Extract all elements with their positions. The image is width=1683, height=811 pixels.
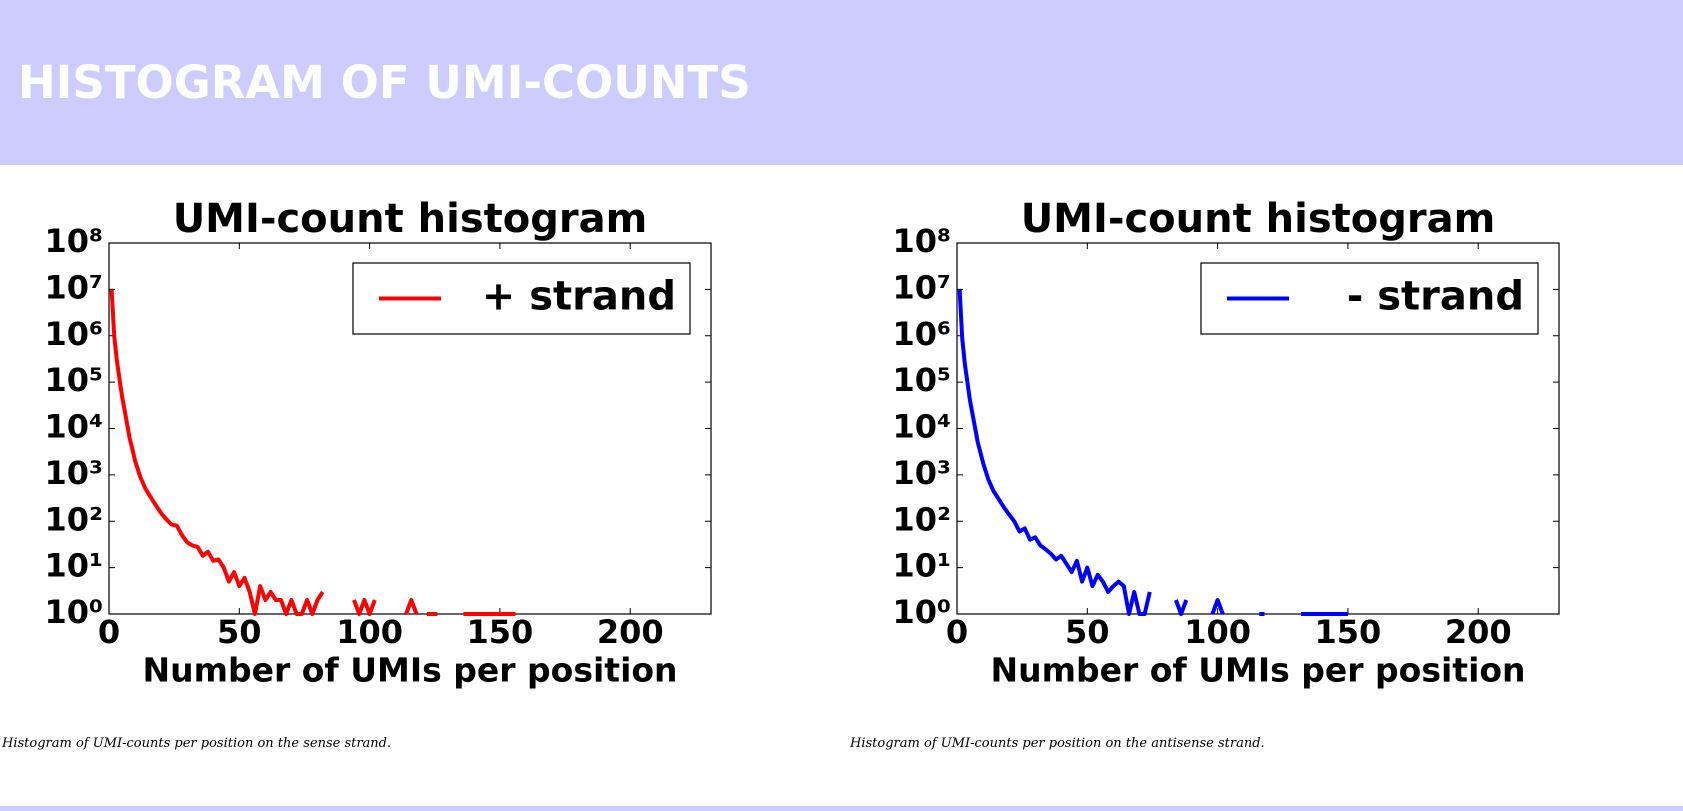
y-tick-label: 10⁵ xyxy=(44,361,103,399)
x-axis-label: Number of UMIs per position xyxy=(990,651,1525,690)
x-tick-label: 200 xyxy=(1445,613,1512,651)
x-tick-label: 0 xyxy=(98,613,120,651)
charts: UMI-count histogram Number of UMIs per po… xyxy=(44,196,1560,690)
y-tick-label: 10⁰ xyxy=(892,593,951,631)
x-tick-label: 0 xyxy=(946,613,968,651)
y-tick-label: 10⁶ xyxy=(44,315,103,353)
x-tick-label: 200 xyxy=(597,613,664,651)
legend-label: + strand xyxy=(482,274,676,320)
plot-frame xyxy=(956,242,1560,615)
y-tick-label: 10³ xyxy=(892,454,951,492)
x-tick-label: 100 xyxy=(336,613,403,651)
chart-title: UMI-count histogram xyxy=(173,196,648,242)
footer-strip xyxy=(0,806,1683,811)
y-tick-label: 10⁸ xyxy=(892,222,951,260)
y-tick-label: 10⁷ xyxy=(892,268,951,306)
chart-title: UMI-count histogram xyxy=(1021,196,1496,242)
y-tick-label: 10² xyxy=(44,500,103,538)
data-line xyxy=(109,289,516,616)
y-tick-label: 10² xyxy=(892,500,951,538)
x-tick-label: 50 xyxy=(1065,613,1110,651)
caption: Histogram of UMI-counts per position on … xyxy=(2,736,392,751)
page-title: HISTOGRAM OF UMI-COUNTS xyxy=(18,56,751,109)
plot-frame xyxy=(108,242,712,615)
x-tick-label: 50 xyxy=(217,613,262,651)
y-tick-label: 10⁵ xyxy=(892,361,951,399)
legend-label: - strand xyxy=(1347,274,1524,320)
header: HISTOGRAM OF UMI-COUNTS xyxy=(0,0,1683,165)
y-tick-label: 10⁶ xyxy=(892,315,951,353)
x-tick-label: 150 xyxy=(467,613,534,651)
x-tick-label: 150 xyxy=(1315,613,1382,651)
y-tick-label: 10⁸ xyxy=(44,222,103,260)
y-tick-label: 10¹ xyxy=(892,547,951,585)
data-line xyxy=(957,289,1348,616)
y-tick-label: 10⁰ xyxy=(44,593,103,631)
y-tick-label: 10⁴ xyxy=(44,408,103,446)
y-tick-label: 10⁷ xyxy=(44,268,103,306)
x-axis-label: Number of UMIs per position xyxy=(142,651,677,690)
y-tick-label: 10¹ xyxy=(44,547,103,585)
y-tick-label: 10³ xyxy=(44,454,103,492)
x-tick-label: 100 xyxy=(1184,613,1251,651)
y-tick-label: 10⁴ xyxy=(892,408,951,446)
caption: Histogram of UMI-counts per position on … xyxy=(850,736,1265,751)
